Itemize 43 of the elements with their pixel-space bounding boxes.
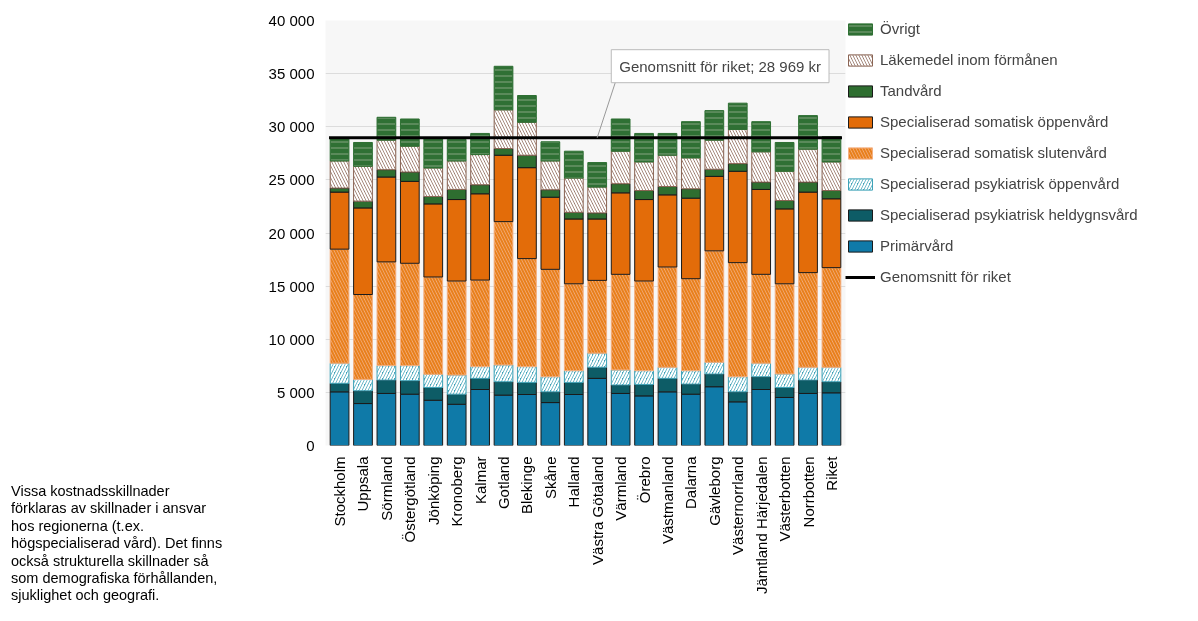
y-tick-label: 35 000 xyxy=(268,65,315,83)
x-tick-label: Halland xyxy=(565,456,583,508)
x-tick-label: Gotland xyxy=(495,456,513,510)
x-tick-label: Östergötland xyxy=(401,456,419,543)
x-tick-label: Jönköping xyxy=(424,456,442,525)
x-tick-label: Stockholm xyxy=(331,456,349,527)
x-tick-label: Västerbotten xyxy=(776,456,794,542)
x-tick-label: Kronoberg xyxy=(448,456,466,527)
x-tick-label: Sörmland xyxy=(377,456,395,521)
y-tick-label: 30 000 xyxy=(268,118,315,136)
x-tick-label: Dalarna xyxy=(682,455,700,510)
y-tick-label: 15 000 xyxy=(268,277,315,295)
x-tick-label: Gävleborg xyxy=(705,456,723,526)
legend-label: Tandvård xyxy=(880,82,942,99)
x-tick-label: Örebro xyxy=(635,456,653,504)
legend-label: Specialiserad psykiatrisk heldygnsvård xyxy=(880,206,1138,223)
y-tick-label: 5 000 xyxy=(276,383,315,401)
legend-label: Övrigt xyxy=(880,20,921,37)
x-tick-label: Norrbotten xyxy=(799,456,817,528)
x-tick-label: Blekinge xyxy=(518,456,536,515)
x-tick-label: Västra Götaland xyxy=(588,456,606,565)
x-tick-label: Skåne xyxy=(541,456,559,500)
legend-label: Primärvård xyxy=(880,237,954,254)
y-tick-label: 25 000 xyxy=(268,171,315,189)
x-tick-label: Västmanland xyxy=(658,456,676,545)
y-tick-label: 40 000 xyxy=(268,12,315,29)
y-tick-label: 0 xyxy=(306,437,315,454)
y-tick-label: 20 000 xyxy=(268,224,315,242)
x-tick-label: Riket xyxy=(822,455,840,491)
legend-label: Läkemedel inom förmånen xyxy=(880,51,1058,68)
legend-label: Genomsnitt för riket xyxy=(880,268,1011,285)
x-tick-label: Kalmar xyxy=(471,456,489,505)
annotation: Genomsnitt för riket; 28 969 kr xyxy=(619,57,822,75)
text: Vissa kostnadsskillnader förklaras av skillnader i ansvar hos regionerna (t.ex. högspecialiserad vård). Det finns också strukturella skillnader så som demografiska förhållanden, sjuklighet och geografi. xyxy=(11,483,223,605)
x-tick-label: Värmland xyxy=(612,456,630,521)
legend-label: Specialiserad somatisk öppenvård xyxy=(880,113,1109,130)
bar xyxy=(329,191,350,250)
x-tick-label: Uppsala xyxy=(354,455,372,512)
legend-label: Specialiserad psykiatrisk öppenvård xyxy=(880,175,1120,192)
x-tick-label: Jämtland Härjedalen xyxy=(752,456,770,595)
y-tick-label: 10 000 xyxy=(268,330,315,348)
legend-label: Specialiserad somatisk slutenvård xyxy=(880,144,1107,161)
x-tick-label: Västernorrland xyxy=(729,456,747,555)
